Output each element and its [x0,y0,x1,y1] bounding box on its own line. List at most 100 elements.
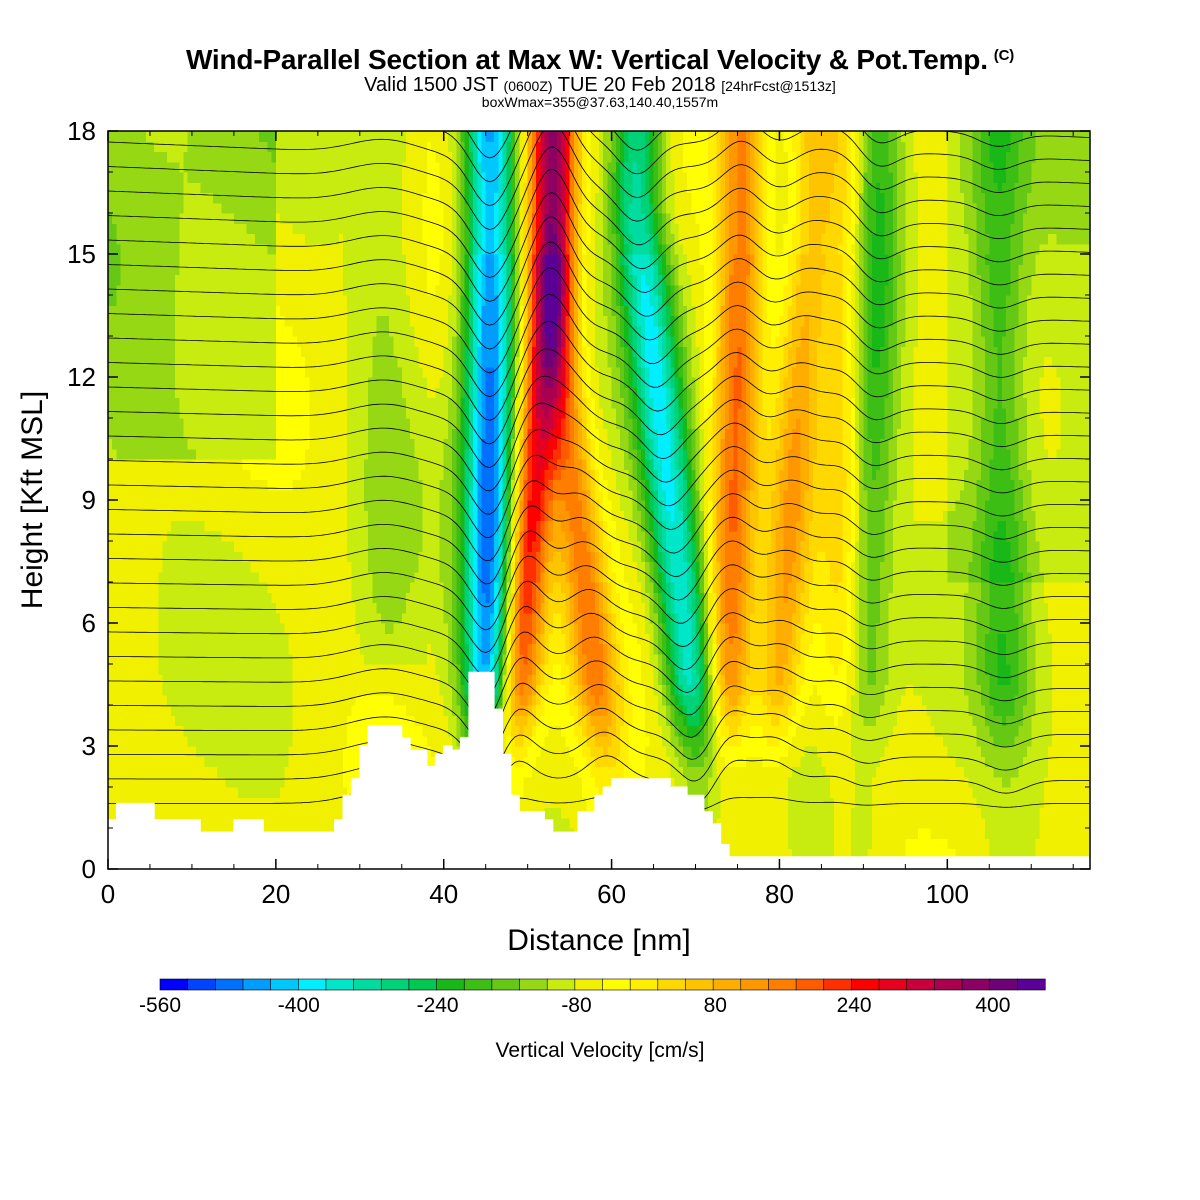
velocity-cell [875,797,881,809]
velocity-cell [708,715,713,727]
velocity-cell [355,694,361,706]
velocity-cell [531,715,537,727]
velocity-cell [317,776,323,788]
velocity-cell [418,725,424,737]
velocity-cell [108,653,113,665]
velocity-cell [985,653,990,665]
velocity-cell [964,828,969,839]
velocity-cell [250,694,256,706]
velocity-cell [607,684,613,696]
velocity-cell [1081,797,1087,809]
velocity-cell [271,653,277,665]
velocity-cell [1022,848,1028,860]
velocity-cell [200,643,206,655]
velocity-cell [619,746,625,757]
velocity-cell [1085,787,1090,798]
velocity-cell [892,653,898,665]
velocity-cell [561,664,567,675]
velocity-cell [1064,838,1070,850]
velocity-cell [540,653,546,665]
velocity-cell [980,776,986,788]
velocity-cell [1031,725,1037,737]
velocity-cell [418,705,424,716]
velocity-cell [964,787,969,798]
velocity-cell [170,674,176,686]
velocity-cell [703,735,709,747]
velocity-cell [170,705,176,716]
velocity-cell [745,766,751,778]
velocity-cell [766,787,772,798]
velocity-cell [695,725,701,737]
velocity-cell [905,735,911,747]
velocity-cell [1043,674,1049,686]
velocity-cell [372,705,378,716]
velocity-cell [447,735,453,747]
velocity-cell [913,797,919,809]
velocity-cell [678,664,684,675]
velocity-cell [259,746,264,757]
velocity-cell [892,664,898,675]
velocity-cell [221,725,227,737]
velocity-cell [926,756,932,768]
velocity-cell [128,746,134,757]
velocity-cell [750,817,755,829]
velocity-cell [275,756,281,768]
velocity-cell [800,787,806,798]
velocity-cell [116,715,122,727]
velocity-cell [317,684,323,696]
velocity-cell [343,756,348,768]
velocity-cell [989,838,995,850]
velocity-cell [141,715,147,727]
velocity-cell [590,725,596,737]
velocity-cell [922,838,927,850]
velocity-cell [670,715,676,727]
velocity-cell [473,664,478,675]
velocity-cell [779,817,785,829]
velocity-cell [787,735,793,747]
velocity-cell [179,797,185,809]
velocity-cell [754,787,760,798]
velocity-cell [259,766,264,778]
velocity-cell [674,725,680,737]
velocity-cell [1022,756,1028,768]
velocity-cell [393,715,399,727]
velocity-cell [460,705,466,716]
velocity-cell [502,684,508,696]
velocity-cell [275,664,281,675]
velocity-cell [649,725,655,737]
velocity-cell [238,776,243,788]
velocity-cell [582,746,588,757]
velocity-cell [418,653,424,665]
velocity-cell [133,684,138,696]
velocity-cell [515,715,520,727]
velocity-cell [309,725,315,737]
velocity-cell [452,664,457,675]
velocity-cell [850,674,856,686]
velocity-cell [376,705,382,716]
velocity-cell [1035,746,1041,757]
velocity-cell [389,684,394,696]
velocity-cell [871,807,877,819]
velocity-cell [347,705,353,716]
velocity-cell [1048,787,1053,798]
velocity-cell [280,766,285,778]
velocity-cell [716,735,722,747]
velocity-cell [221,807,227,819]
velocity-cell [993,848,999,860]
velocity-cell [351,756,357,768]
velocity-cell [737,746,743,757]
velocity-cell [313,807,319,819]
velocity-cell [762,797,768,809]
velocity-cell [934,817,940,829]
velocity-cell [460,725,466,737]
velocity-cell [779,653,785,665]
velocity-cell [733,807,739,819]
velocity-cell [552,674,558,686]
velocity-cell [607,756,613,768]
velocity-cell [1056,817,1062,829]
velocity-cell [414,684,420,696]
velocity-cell [468,664,474,675]
velocity-cell [389,653,394,665]
velocity-cell [796,715,802,727]
velocity-cell [162,735,168,747]
